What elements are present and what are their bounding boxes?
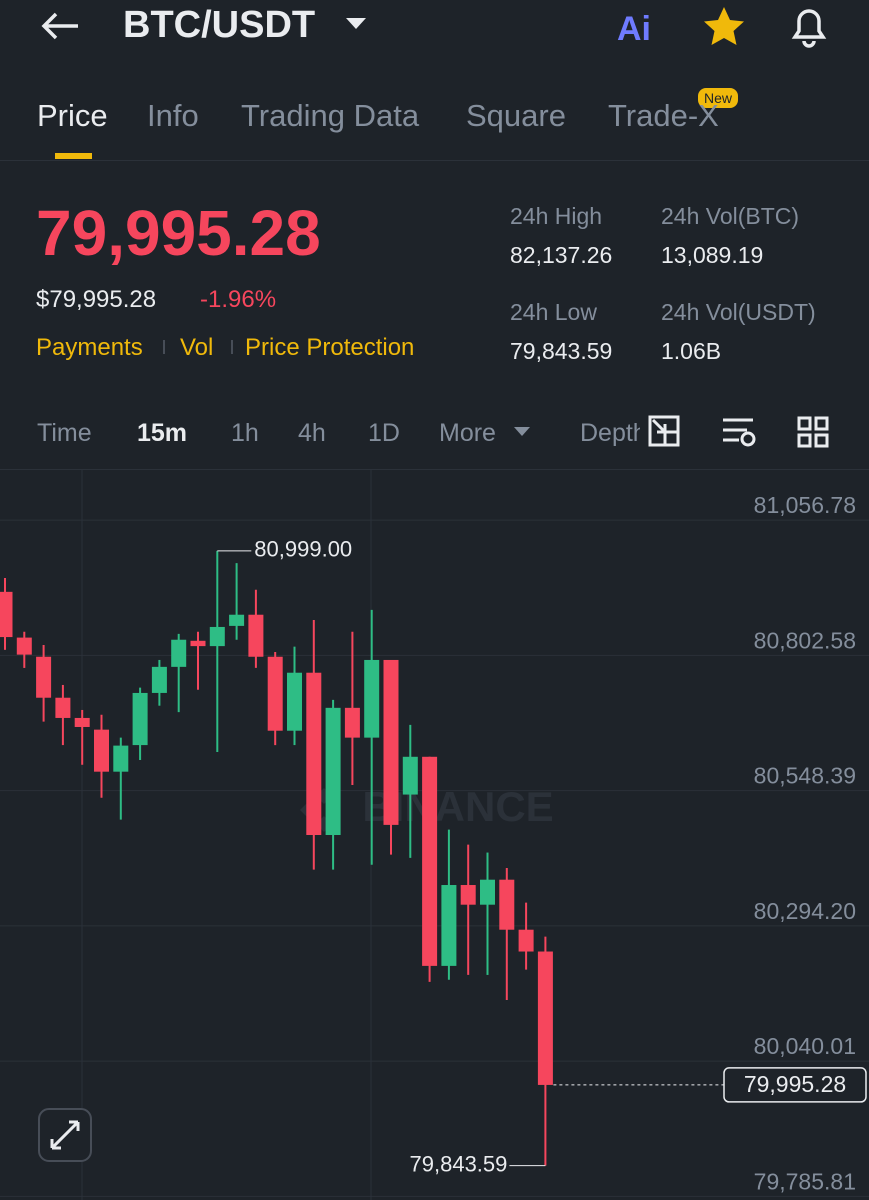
tab[interactable]: Price bbox=[37, 98, 108, 133]
more-dropdown bbox=[514, 427, 530, 436]
candle-body bbox=[248, 614, 264, 657]
back-button[interactable] bbox=[38, 8, 82, 44]
divider bbox=[0, 160, 869, 161]
interval-bar: Time 15m 1h 4h 1D More Depth bbox=[0, 412, 640, 456]
candle-body bbox=[480, 879, 495, 905]
candle-body bbox=[190, 640, 206, 647]
y-tick-label: 81,056.78 bbox=[754, 492, 856, 518]
ai-button[interactable]: Ai bbox=[617, 10, 651, 48]
separator bbox=[163, 340, 165, 354]
candle-body bbox=[151, 666, 167, 693]
max-label: 80,999.00 bbox=[254, 537, 352, 562]
tab-indicator bbox=[55, 153, 92, 159]
divider bbox=[0, 469, 869, 470]
interval[interactable]: Depth bbox=[580, 419, 640, 447]
stat-value: 79,843.59 bbox=[510, 338, 613, 364]
candle-body bbox=[94, 729, 109, 772]
stat-label: 24h High bbox=[510, 203, 603, 229]
candlestick-chart: BINANCE 81,056.7880,802.5880,548.3980,29… bbox=[0, 470, 869, 1200]
tab[interactable]: Info bbox=[147, 98, 199, 133]
candle-body bbox=[441, 885, 457, 966]
candle-body bbox=[460, 885, 476, 905]
candle-body bbox=[422, 756, 438, 966]
pair-title[interactable]: BTC/USDT bbox=[123, 4, 316, 46]
candle-body bbox=[132, 692, 148, 746]
candle-body bbox=[537, 951, 553, 1085]
candle-body bbox=[74, 717, 90, 727]
fullscreen-button[interactable] bbox=[38, 1108, 92, 1162]
candle-body bbox=[287, 672, 302, 731]
interval[interactable]: 4h bbox=[298, 419, 326, 447]
stat-value: 13,089.19 bbox=[661, 242, 764, 268]
pair-dropdown[interactable] bbox=[344, 16, 368, 32]
tab[interactable]: Square bbox=[466, 98, 566, 133]
candle-body bbox=[306, 672, 322, 835]
candle-body bbox=[402, 756, 418, 795]
stat-value: 82,137.26 bbox=[510, 242, 613, 268]
tab[interactable]: Trade-X bbox=[608, 98, 719, 133]
chart-tools[interactable] bbox=[645, 412, 855, 452]
link[interactable]: Price Protection bbox=[245, 334, 415, 361]
candle-body bbox=[171, 639, 187, 667]
interval[interactable]: 1h bbox=[231, 419, 259, 447]
candle-body bbox=[364, 659, 380, 738]
candle-body bbox=[36, 656, 52, 698]
interval[interactable]: 1D bbox=[368, 419, 400, 447]
link[interactable]: Payments bbox=[36, 334, 143, 361]
y-tick-label: 80,040.01 bbox=[754, 1033, 856, 1059]
candle-body bbox=[113, 745, 129, 772]
usd-price: $79,995.28 bbox=[36, 286, 157, 313]
candle-body bbox=[209, 626, 225, 647]
y-tick-label: 80,802.58 bbox=[754, 627, 856, 653]
candle-body bbox=[267, 656, 283, 731]
new-badge: New bbox=[698, 88, 739, 108]
link[interactable]: Vol bbox=[180, 334, 214, 361]
y-tick-label: 80,548.39 bbox=[754, 763, 856, 789]
stat-value: 1.06B bbox=[661, 338, 722, 364]
tab[interactable]: Trading Data bbox=[241, 98, 420, 133]
stat-label: 24h Low bbox=[510, 299, 597, 325]
candle-body bbox=[344, 707, 360, 738]
interval[interactable]: 15m bbox=[137, 419, 188, 447]
interval[interactable]: Time bbox=[37, 419, 92, 447]
candle-body bbox=[499, 879, 515, 930]
stat-label: 24h Vol(USDT) bbox=[661, 299, 816, 325]
last-price: 79,995.28 bbox=[36, 197, 321, 269]
candle-body bbox=[383, 659, 399, 825]
interval[interactable]: More bbox=[439, 419, 496, 447]
candle-body bbox=[518, 929, 534, 952]
y-tick-label: 79,785.81 bbox=[754, 1168, 856, 1194]
candle-body bbox=[325, 707, 341, 835]
price-change: -1.96% bbox=[200, 286, 277, 313]
last-price-label: 79,995.28 bbox=[744, 1071, 846, 1097]
alert-bell[interactable] bbox=[786, 3, 832, 49]
candle-body bbox=[55, 697, 71, 718]
candle-body bbox=[0, 591, 13, 638]
y-tick-label: 80,294.20 bbox=[754, 898, 856, 924]
separator bbox=[231, 340, 233, 354]
candle-body bbox=[229, 614, 245, 626]
last-price-tag bbox=[723, 1067, 867, 1103]
min-label: 79,843.59 bbox=[410, 1151, 508, 1176]
favorite-star[interactable] bbox=[700, 4, 748, 50]
candle-body bbox=[16, 637, 32, 655]
stat-label: 24h Vol(BTC) bbox=[661, 203, 800, 229]
